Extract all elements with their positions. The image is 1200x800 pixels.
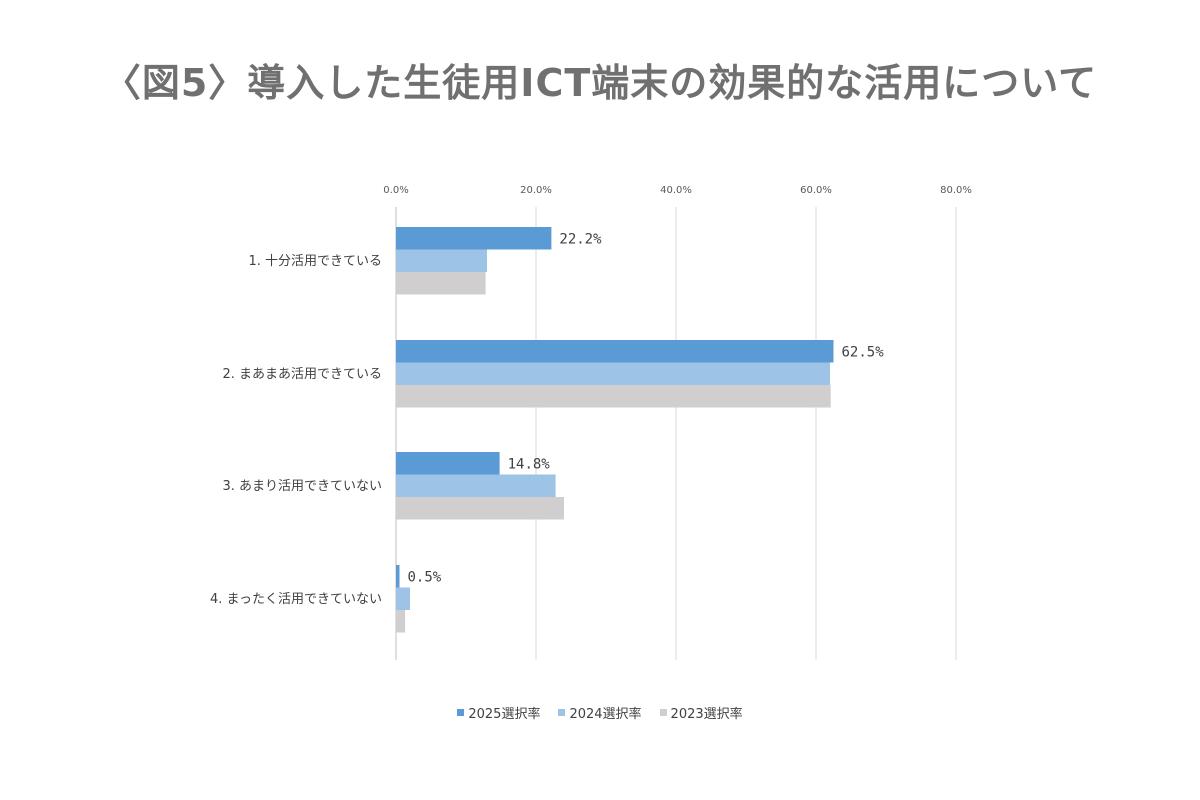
bar-3-4 <box>396 610 406 633</box>
bar-2-1 <box>396 249 487 272</box>
bar-3-1 <box>396 272 486 295</box>
legend-swatch <box>457 709 465 716</box>
legend: 2025選択率 2024選択率 2023選択率 <box>0 703 1200 722</box>
legend-swatch <box>659 709 667 716</box>
legend-label: 2023選択率 <box>670 707 743 722</box>
bar-3-3 <box>396 497 564 520</box>
legend-item: 2025選択率 <box>457 703 540 722</box>
x-tick-label: 0.0% <box>383 185 408 196</box>
data-label: 0.5% <box>408 569 442 585</box>
bar-1-3 <box>396 452 500 475</box>
x-tick-label: 20.0% <box>520 185 552 196</box>
legend-label: 2025選択率 <box>468 707 541 722</box>
bar-2-2 <box>396 362 830 385</box>
bar-1-4 <box>396 565 400 588</box>
x-tick-label: 40.0% <box>660 185 692 196</box>
data-label: 14.8% <box>508 456 551 472</box>
legend-item: 2024選択率 <box>558 703 642 722</box>
bar-1-2 <box>396 340 834 363</box>
legend-item: 2023選択率 <box>659 703 743 722</box>
legend-swatch <box>558 709 566 716</box>
bar-3-2 <box>396 385 831 408</box>
category-label: 3. あまり活用できていない <box>222 479 382 494</box>
data-label: 62.5% <box>842 344 885 360</box>
chart-title: 〈図5〉導入した生徒用ICT端末の効果的な活用について <box>102 61 1098 105</box>
x-tick-label: 80.0% <box>940 185 972 196</box>
data-label: 22.2% <box>559 231 602 247</box>
bar-2-3 <box>396 474 556 497</box>
category-label: 4. まったく活用できていない <box>210 592 382 607</box>
legend-label: 2024選択率 <box>569 707 642 722</box>
category-label: 2. まあまあ活用できている <box>222 367 382 382</box>
x-tick-label: 60.0% <box>800 185 832 196</box>
category-label: 1. 十分活用できている <box>248 254 382 269</box>
bar-1-1 <box>396 227 552 250</box>
bar-2-4 <box>396 587 410 610</box>
